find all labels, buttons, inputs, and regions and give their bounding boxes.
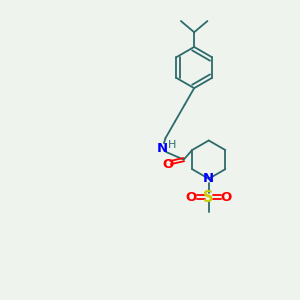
Text: N: N [203, 172, 214, 185]
Text: O: O [162, 158, 173, 170]
Text: O: O [221, 190, 232, 203]
Text: S: S [203, 190, 214, 205]
Text: N: N [157, 142, 168, 155]
Text: O: O [185, 190, 197, 203]
Text: H: H [168, 140, 176, 150]
